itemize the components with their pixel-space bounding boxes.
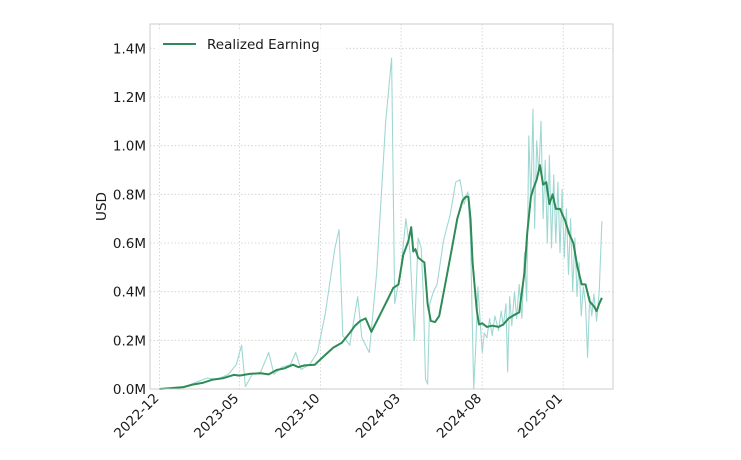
y-tick-label: 1.4M: [113, 41, 146, 57]
y-axis-label: USD: [94, 192, 110, 221]
legend-label: Realized Earning: [207, 37, 320, 53]
series-line-realized-earning: [159, 164, 603, 390]
x-tick-label: 2022-12: [111, 390, 162, 441]
legend: Realized Earning: [156, 30, 346, 58]
x-tick-label: 2024-08: [434, 391, 485, 442]
x-tick-label: 2023-05: [191, 390, 242, 441]
plot-frame: [149, 23, 614, 390]
y-tick-label: 0.2M: [113, 333, 146, 349]
y-tick-label: 1.0M: [113, 139, 146, 155]
y-axis: 0.0M 0.2M 0.4M 0.6M 0.8M 1.0M 1.2M 1.4M: [113, 41, 146, 398]
y-tick-label: 0.8M: [113, 187, 146, 203]
x-tick-label: 2025-01: [515, 391, 566, 442]
raw-series-layer: [159, 57, 603, 390]
y-tick-label: 1.2M: [113, 90, 146, 106]
y-tick-label: 0.6M: [113, 236, 146, 252]
x-tick-label: 2024-03: [353, 391, 404, 442]
smoothed-series-layer: [159, 164, 603, 390]
x-tick-label: 2023-10: [272, 391, 323, 442]
y-tick-label: 0.4M: [113, 285, 146, 301]
y-tick-label: 0.0M: [113, 382, 146, 398]
series-line-daily-realized-earning: [159, 57, 603, 390]
x-axis: 2022-12 2023-05 2023-10 2024-03 2024-08 2025-…: [111, 390, 566, 441]
